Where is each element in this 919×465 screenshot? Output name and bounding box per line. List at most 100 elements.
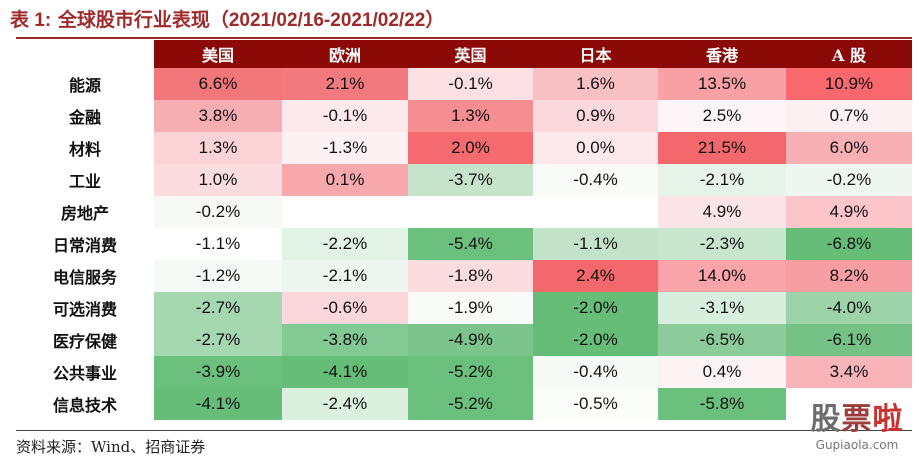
value-cell: -0.4% (533, 164, 658, 196)
table-row: 信息技术 -4.1% -2.4% -5.2% -0.5% -5.8% (16, 388, 912, 420)
value-cell: 0.7% (786, 100, 912, 132)
value-cell: 0.0% (533, 132, 658, 164)
row-label: 房地产 (16, 196, 154, 228)
bottom-divider (16, 430, 912, 431)
watermark-logo-char-2: 票 (841, 402, 873, 437)
value-cell: 8.2% (786, 260, 912, 292)
table-row: 金融 3.8% -0.1% 1.3% 0.9% 2.5% 0.7% (16, 100, 912, 132)
value-cell: 3.8% (154, 100, 282, 132)
value-cell: 0.9% (533, 100, 658, 132)
value-cell: 21.5% (658, 132, 786, 164)
row-label: 材料 (16, 132, 154, 164)
value-cell: -0.2% (154, 196, 282, 228)
watermark-logo-char-3: 啦 (872, 402, 904, 437)
value-cell: 1.3% (154, 132, 282, 164)
value-cell: -2.0% (533, 292, 658, 324)
value-cell: -0.2% (786, 164, 912, 196)
value-cell: -3.7% (408, 164, 533, 196)
value-cell: -3.9% (154, 356, 282, 388)
value-cell: -2.4% (282, 388, 408, 420)
value-cell: -1.9% (408, 292, 533, 324)
table-title-range: （2021/02/16-2021/02/22） (209, 10, 445, 31)
value-cell: -0.4% (533, 356, 658, 388)
row-label: 工业 (16, 164, 154, 196)
value-cell: -5.8% (658, 388, 786, 420)
table-header-row: 美国 欧洲 英国 日本 香港 A 股 (16, 40, 912, 68)
value-cell: -4.1% (282, 356, 408, 388)
header-a-share: A 股 (786, 40, 912, 68)
value-cell: 10.9% (786, 68, 912, 100)
table-body: 能源 6.6% 2.1% -0.1% 1.6% 13.5% 10.9% 金融 3.8% -0.1%… (16, 68, 912, 420)
value-cell: 13.5% (658, 68, 786, 100)
value-cell: -0.6% (282, 292, 408, 324)
value-cell: 4.9% (658, 196, 786, 228)
value-cell (408, 196, 533, 228)
value-cell: -1.3% (282, 132, 408, 164)
value-cell: -0.1% (282, 100, 408, 132)
header-japan: 日本 (533, 40, 658, 68)
value-cell: -6.5% (658, 324, 786, 356)
table-row: 日常消费 -1.1% -2.2% -5.4% -1.1% -2.3% -6.8% (16, 228, 912, 260)
value-cell: -2.1% (282, 260, 408, 292)
value-cell: 2.1% (282, 68, 408, 100)
value-cell: -5.2% (408, 356, 533, 388)
header-hongkong: 香港 (658, 40, 786, 68)
row-label: 信息技术 (16, 388, 154, 420)
value-cell: -4.0% (786, 292, 912, 324)
value-cell: 3.4% (786, 356, 912, 388)
watermark-logo-char-1: 股 (810, 402, 842, 437)
value-cell: -2.7% (154, 292, 282, 324)
sector-performance-table: 美国 欧洲 英国 日本 香港 A 股 能源 6.6% 2.1% -0.1% 1.6% 13… (16, 40, 912, 420)
value-cell: -4.9% (408, 324, 533, 356)
value-cell: -6.1% (786, 324, 912, 356)
value-cell (533, 196, 658, 228)
value-cell: 1.3% (408, 100, 533, 132)
value-cell: -0.1% (408, 68, 533, 100)
value-cell: 6.6% (154, 68, 282, 100)
header-us: 美国 (154, 40, 282, 68)
table-row: 可选消费 -2.7% -0.6% -1.9% -2.0% -3.1% -4.0% (16, 292, 912, 324)
value-cell: -3.1% (658, 292, 786, 324)
watermark-logo-text: 股票啦 (803, 402, 911, 438)
value-cell: 1.6% (533, 68, 658, 100)
table-row: 工业 1.0% 0.1% -3.7% -0.4% -2.1% -0.2% (16, 164, 912, 196)
value-cell: -1.8% (408, 260, 533, 292)
value-cell: -2.2% (282, 228, 408, 260)
value-cell: -4.1% (154, 388, 282, 420)
value-cell: 0.1% (282, 164, 408, 196)
value-cell: -3.8% (282, 324, 408, 356)
value-cell: -2.0% (533, 324, 658, 356)
value-cell: 1.0% (154, 164, 282, 196)
header-uk: 英国 (408, 40, 533, 68)
row-label: 医疗保健 (16, 324, 154, 356)
table-title-prefix: 表 1: (10, 10, 52, 31)
row-label: 公共事业 (16, 356, 154, 388)
watermark-url: Gupiaola.com (815, 438, 899, 452)
value-cell: -0.5% (533, 388, 658, 420)
value-cell: -2.7% (154, 324, 282, 356)
table-row: 材料 1.3% -1.3% 2.0% 0.0% 21.5% 6.0% (16, 132, 912, 164)
row-label: 金融 (16, 100, 154, 132)
value-cell: 2.5% (658, 100, 786, 132)
table-row: 房地产 -0.2% 4.9% 4.9% (16, 196, 912, 228)
watermark-logo: 股票啦 Gupiaola.com (803, 402, 911, 452)
row-label: 可选消费 (16, 292, 154, 324)
value-cell: -5.2% (408, 388, 533, 420)
value-cell: 14.0% (658, 260, 786, 292)
value-cell (786, 388, 912, 420)
table-row: 电信服务 -1.2% -2.1% -1.8% 2.4% 14.0% 8.2% (16, 260, 912, 292)
value-cell: -6.8% (786, 228, 912, 260)
value-cell: 0.4% (658, 356, 786, 388)
source-note: 资料来源：Wind、招商证券 (16, 438, 206, 456)
table-row: 能源 6.6% 2.1% -0.1% 1.6% 13.5% 10.9% (16, 68, 912, 100)
header-europe: 欧洲 (282, 40, 408, 68)
value-cell: 2.4% (533, 260, 658, 292)
row-label: 能源 (16, 68, 154, 100)
header-corner-cell (16, 40, 154, 68)
value-cell: 4.9% (786, 196, 912, 228)
row-label: 日常消费 (16, 228, 154, 260)
table-row: 医疗保健 -2.7% -3.8% -4.9% -2.0% -6.5% -6.1% (16, 324, 912, 356)
value-cell: 6.0% (786, 132, 912, 164)
value-cell: -1.1% (154, 228, 282, 260)
row-label: 电信服务 (16, 260, 154, 292)
